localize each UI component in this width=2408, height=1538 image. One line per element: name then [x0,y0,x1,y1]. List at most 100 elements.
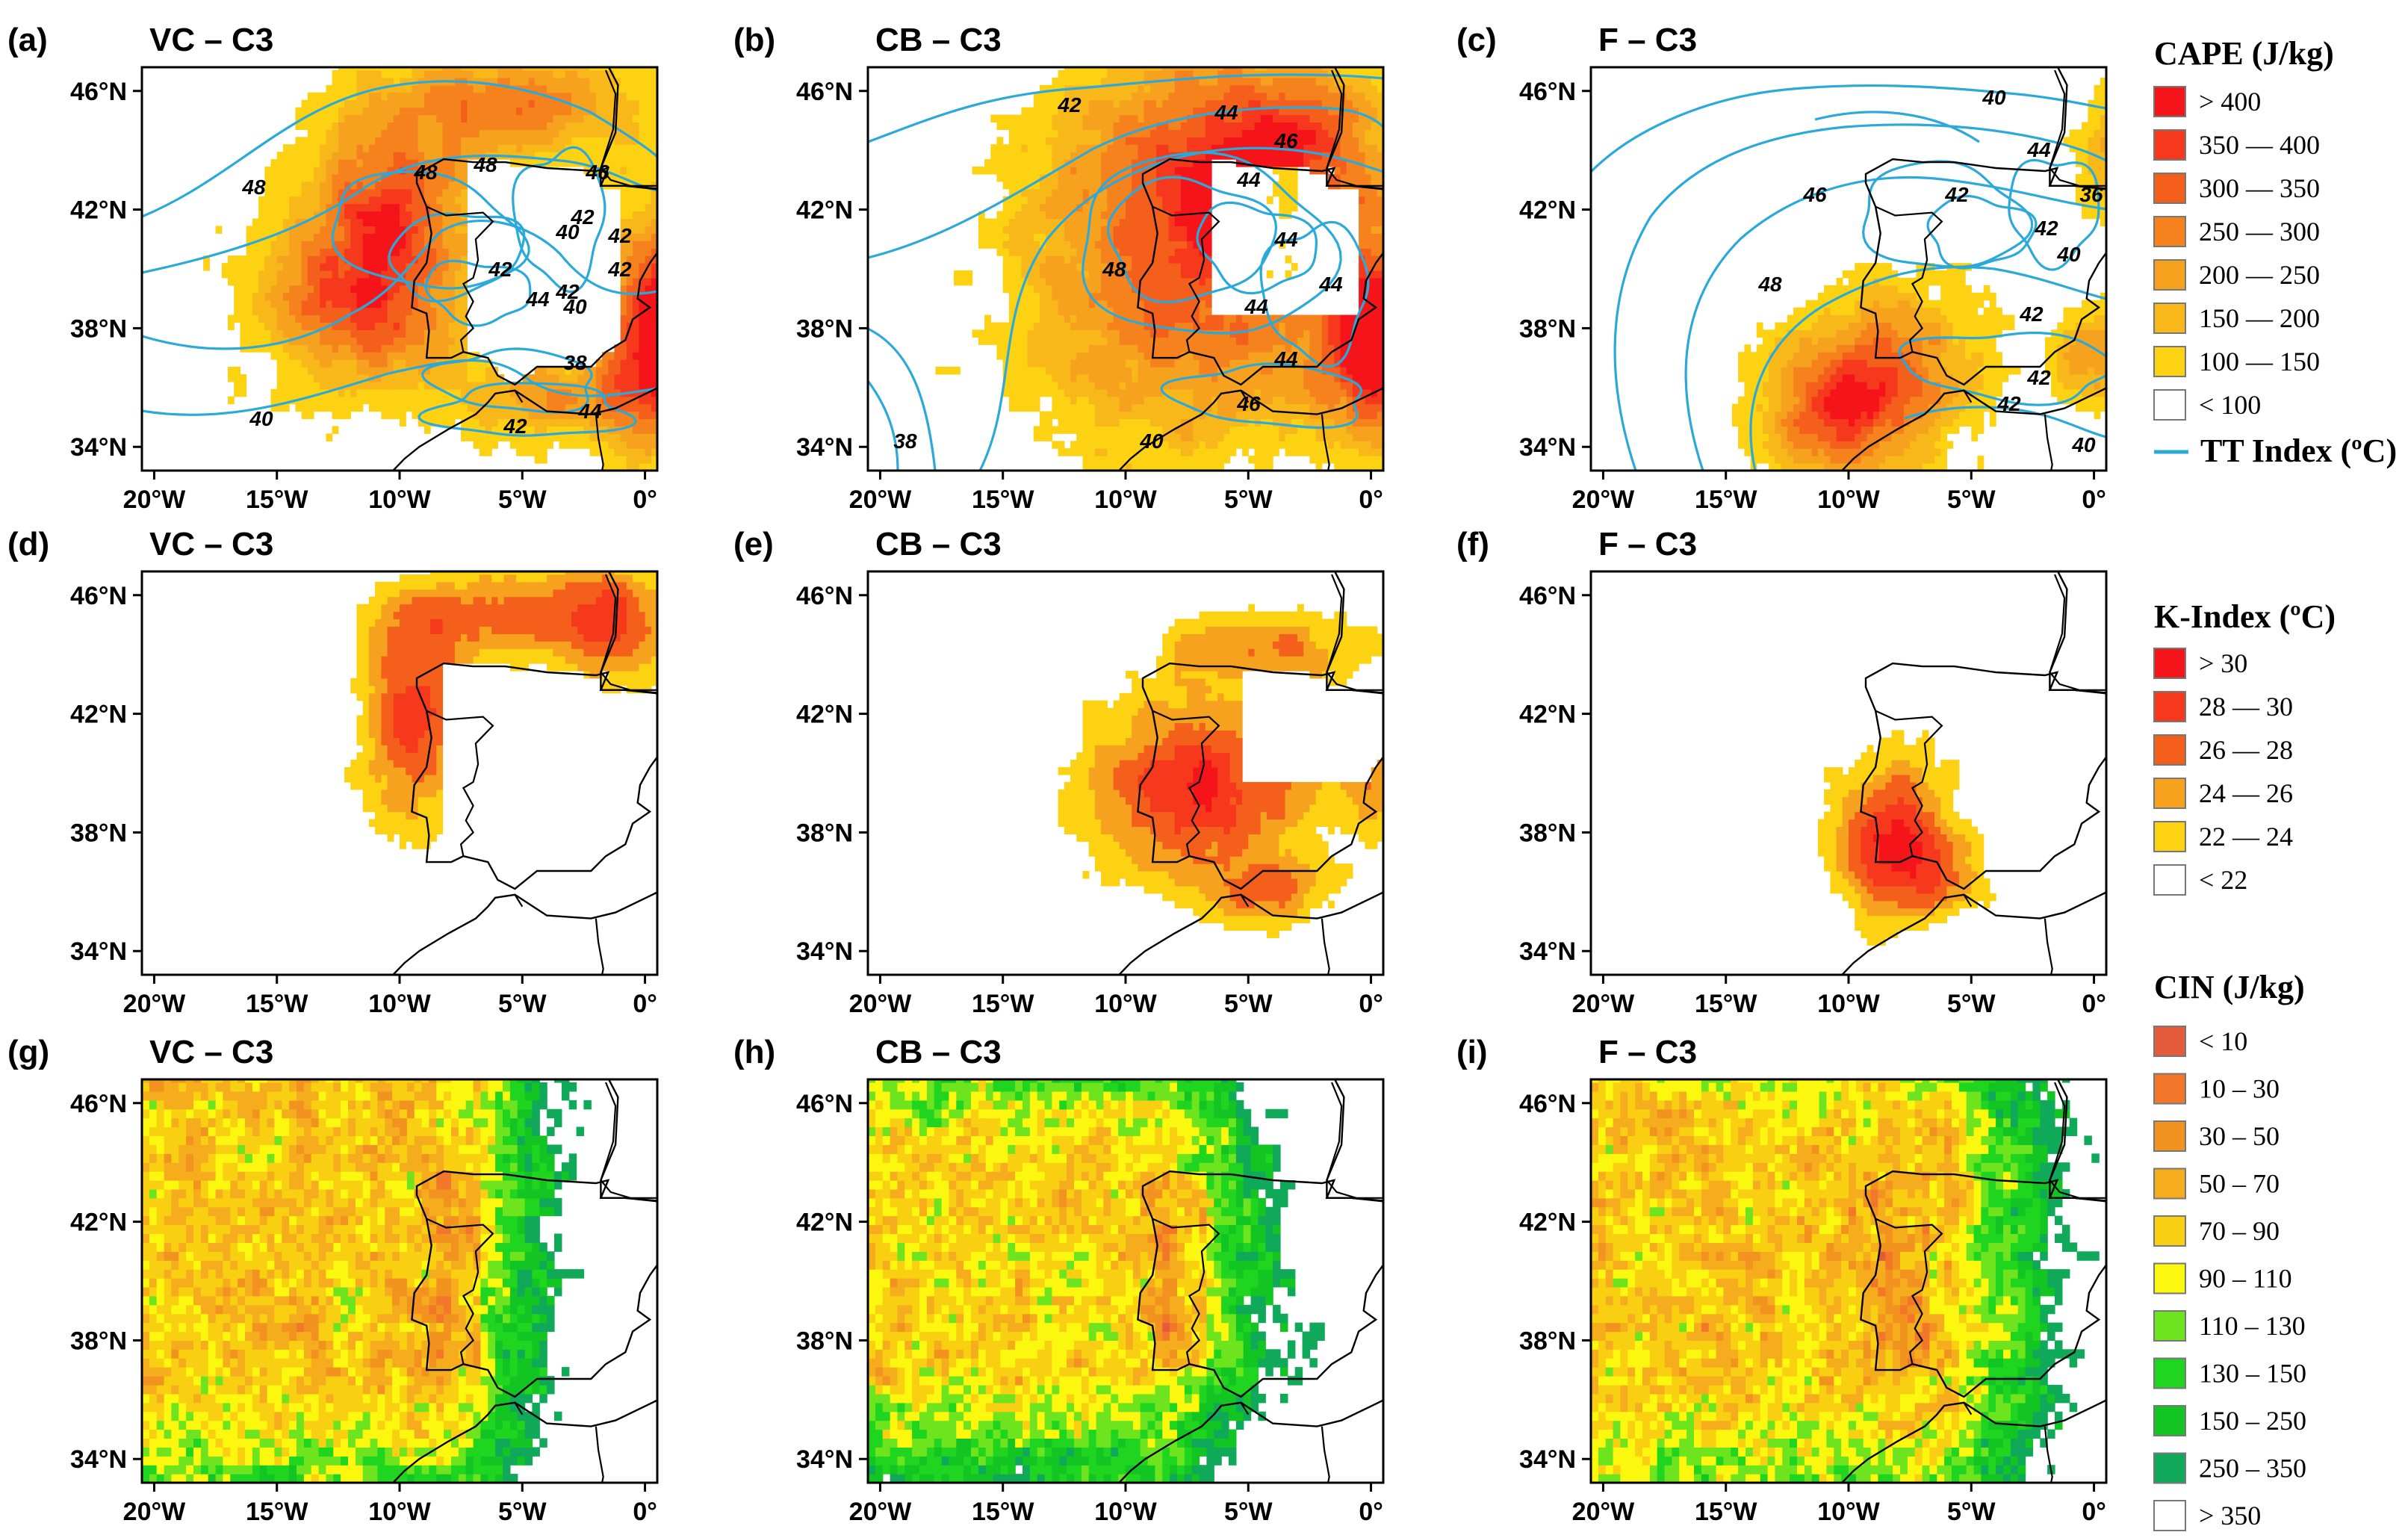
legend-swatch [2153,821,2186,852]
legend-item-label: < 10 [2199,1026,2247,1056]
legend-swatch [2153,86,2186,117]
contour-label: 42 [607,258,632,281]
legend-item-label: 50 – 70 [2199,1169,2280,1199]
contour-label: 48 [241,176,266,199]
country-border [2049,69,2066,169]
legend-swatch [2153,129,2186,161]
x-tick-label: 15°W [1695,1498,1757,1526]
country-border [1963,894,1973,908]
y-tick-label: 34°N [1519,433,1576,462]
x-tick-label: 0° [2082,1498,2106,1526]
y-tick-label: 46°N [796,1090,853,1118]
legend-cape: CAPE (J/kg) > 400 350 — 400 300 — 350 250 —… [2153,35,2397,469]
country-border [1152,205,1220,353]
country-border [1963,390,1973,403]
contour-label: 42 [607,224,632,247]
map-panel-f: 20°W 15°W 10°W 5°W 0° 46°N 42°N 38°N 34°N [1519,570,2108,1018]
legend-item-label: 70 – 90 [2199,1216,2280,1246]
country-border [1963,1402,1973,1415]
contour-label: 46 [1802,183,1827,206]
france-coastline [1326,67,1383,190]
legend-item-label: 130 – 150 [2199,1359,2306,1389]
contour-label: 48 [473,153,497,176]
y-tick-label: 34°N [796,1445,853,1474]
tt-contour-line [1814,111,1980,143]
contour-label: 40 [555,220,580,244]
country-border [1321,414,1330,471]
contour-label: 44 [2026,138,2051,161]
country-border [600,167,657,187]
country-border [595,1426,604,1483]
france-coastline [600,67,657,190]
legend-cin: CIN (J/kg) < 10 10 – 30 30 – 50 50 – 70 70 –… [2153,969,2306,1531]
country-border [514,1402,524,1415]
x-tick-label: 10°W [1094,486,1157,514]
contour-label: 44 [1273,228,1298,251]
y-tick-label: 38°N [1519,1327,1576,1355]
y-tick-label: 34°N [70,1445,127,1474]
legend-kindex-title: K-Index (ºC) [2154,598,2336,635]
coastlines [1117,1079,1383,1483]
legend-swatch [2153,1452,2186,1484]
legend-item-label: 22 — 24 [2199,822,2293,852]
x-tick-label: 15°W [1695,486,1757,514]
legend-swatch [2153,346,2186,377]
y-tick-label: 38°N [1519,314,1576,343]
africa-coastline [1117,891,1383,975]
country-border [1875,1218,1943,1365]
france-coastline [600,571,657,695]
x-tick-label: 5°W [498,990,547,1018]
contour-label: 44 [1318,273,1343,296]
legend-swatch [2153,1026,2186,1057]
contour-label: 42 [1057,93,1082,117]
tt-contour-line [868,380,899,471]
legend-item-label: 150 – 250 [2199,1406,2306,1436]
country-border [426,710,494,857]
contour-label: 42 [2019,303,2044,326]
panel-title: F – C3 [1598,22,1697,58]
tt-contour-line [1259,220,1370,368]
legend-item-label: > 400 [2199,87,2261,117]
panel-label: (i) [1456,1034,1488,1070]
france-coastline [2049,1079,2106,1203]
x-tick-label: 10°W [368,1498,431,1526]
legend-swatch [2153,1168,2186,1200]
contour-label: 44 [525,288,550,311]
legend-swatch [2153,173,2186,204]
x-tick-label: 15°W [246,486,308,514]
legend-swatch [2153,1262,2186,1294]
x-tick-label: 10°W [1817,486,1880,514]
coastlines [391,571,657,975]
map-panel-e: 20°W 15°W 10°W 5°W 0° 46°N 42°N 38°N 34°N [796,570,1385,1018]
contour-label: 48 [413,161,438,184]
country-border [1326,672,1383,691]
shaded-field [1817,730,1996,946]
tt-contour-line [1106,176,1278,304]
y-tick-label: 42°N [1519,196,1576,225]
shaded-field [344,571,657,849]
x-tick-label: 20°W [1572,1498,1635,1526]
panel-label: (g) [7,1034,49,1070]
shaded-field [935,67,1383,471]
tt-contour-line [418,382,637,437]
contour-label: 42 [555,280,580,303]
legend-kindex: K-Index (ºC) > 30 28 — 30 26 — 28 24 — 26 22… [2153,598,2336,896]
tt-contour-line [424,259,532,327]
country-border [600,1082,617,1181]
panel-label: (c) [1456,22,1497,58]
country-border [2049,1082,2066,1181]
x-tick-label: 0° [2082,990,2106,1018]
country-border [2044,918,2053,975]
panel-title: F – C3 [1598,1034,1697,1070]
africa-coastline [391,387,657,471]
map-panel-g: 20°W 15°W 10°W 5°W 0° 46°N 42°N 38°N 34°N [70,1078,659,1526]
country-border [600,574,617,673]
contour-label: 46 [585,161,609,184]
legend-item-label: 26 — 28 [2199,735,2293,765]
country-border [1326,574,1343,673]
x-tick-label: 5°W [1224,990,1273,1018]
france-coastline [2049,571,2106,695]
legend-swatch [2153,303,2186,334]
